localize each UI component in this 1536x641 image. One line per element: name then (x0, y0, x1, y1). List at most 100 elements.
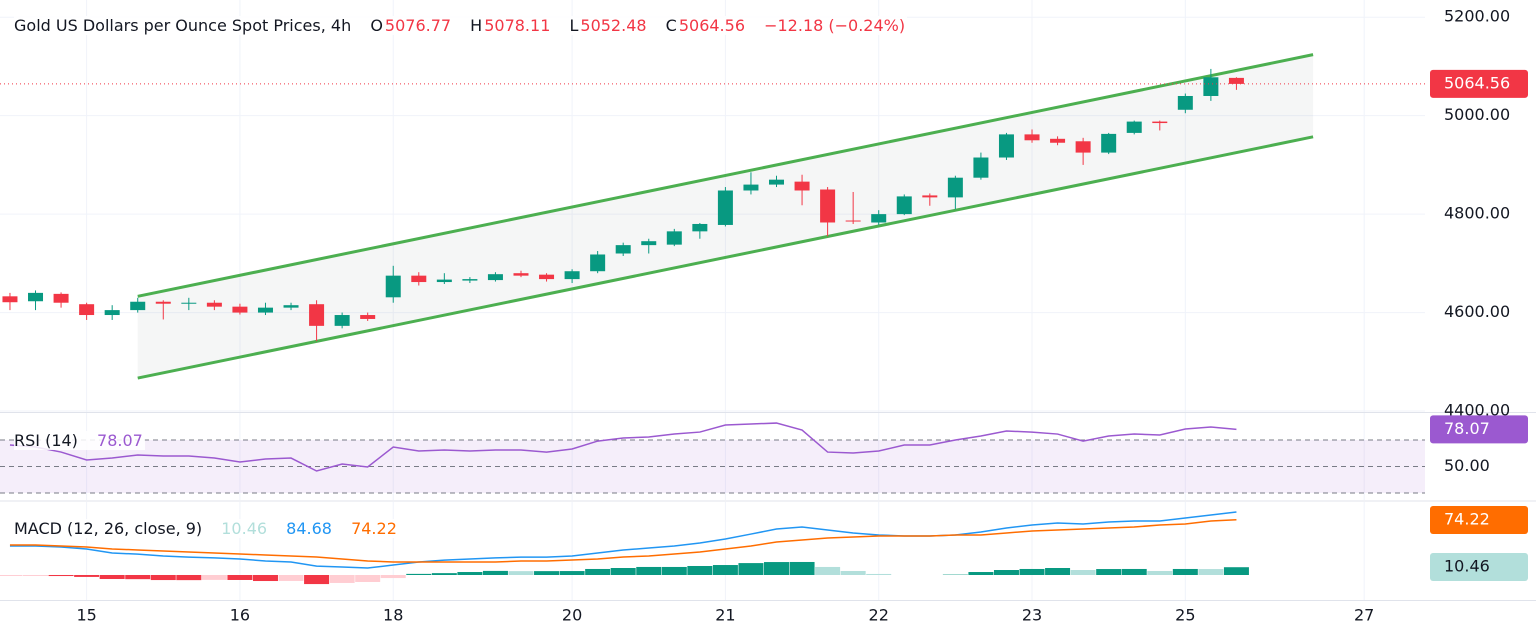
histogram-bar (457, 572, 483, 575)
change: −12.18 (−0.24%) (764, 16, 906, 35)
candle-body (590, 254, 606, 272)
candle-body (1177, 95, 1193, 110)
macd-title: MACD (12, 26, close, 9) (14, 519, 203, 538)
histogram-bar (176, 574, 202, 581)
histogram-bar (993, 570, 1019, 575)
candle-body (1126, 121, 1142, 133)
candle-body (130, 301, 146, 311)
x-tick-label: 15 (76, 606, 96, 625)
candle-body (257, 307, 273, 313)
candle-body (769, 179, 785, 185)
ohlc-letter: C (665, 16, 677, 35)
candle-body (487, 274, 503, 281)
histogram-bar (1096, 569, 1122, 575)
candle-body (181, 302, 197, 304)
y-tick-label: 4600.00 (1444, 302, 1510, 321)
hist-value-box (1430, 553, 1528, 581)
candle-body (1075, 141, 1091, 153)
histogram-bar (406, 573, 432, 575)
histogram-bar (687, 565, 713, 575)
macd-line (9, 511, 1237, 569)
hist-value: 10.46 (221, 519, 268, 538)
candle-body (947, 177, 963, 198)
histogram-bar (1045, 568, 1071, 575)
x-tick-label: 18 (383, 606, 403, 625)
candle-body (155, 301, 171, 304)
histogram-bar (661, 566, 687, 575)
histogram-bar (329, 574, 355, 583)
candle-body (666, 231, 682, 245)
y-tick-label: 4800.00 (1444, 204, 1510, 223)
candle-body (462, 279, 478, 281)
candle-body (513, 273, 529, 276)
y-tick-label: 4400.00 (1444, 401, 1510, 420)
histogram-bar (431, 573, 457, 575)
x-tick-label: 25 (1175, 606, 1195, 625)
candle-body (973, 157, 989, 178)
ohlc-value: 5064.56 (678, 16, 745, 35)
histogram-bar (252, 574, 278, 582)
histogram-bar (1172, 568, 1198, 575)
candle-body (206, 302, 222, 307)
candle-body (53, 293, 69, 303)
hist-value-label: 10.46 (1444, 557, 1490, 576)
ohlc-letter: O (370, 16, 383, 35)
histogram-bar (99, 574, 125, 580)
histogram-bar (74, 574, 100, 577)
histogram-bar (815, 566, 841, 575)
ohlc-letter: L (569, 16, 579, 35)
histogram-bar (764, 562, 790, 575)
macd-value: 84.68 (286, 519, 332, 538)
histogram-bar (125, 574, 151, 580)
histogram-bar (968, 572, 994, 575)
macd-legend: MACD (12, 26, close, 9) 10.46 84.68 74.2… (14, 519, 399, 538)
last-price-box (1430, 69, 1528, 98)
candle-body (104, 310, 120, 316)
histogram-bar (840, 570, 866, 575)
candle-body (1050, 138, 1066, 143)
candle-body (998, 134, 1014, 158)
histogram-bar (201, 574, 227, 580)
candle-body (1024, 134, 1040, 141)
candle-body (232, 306, 248, 313)
candle-body (1152, 121, 1168, 124)
histogram-bar (1019, 568, 1045, 575)
ohlc-letter: H (470, 16, 483, 35)
candle-body (922, 195, 938, 198)
x-tick-label: 20 (562, 606, 582, 625)
x-tick-label: 21 (715, 606, 735, 625)
histogram-bar (278, 574, 304, 581)
x-tick-label: 22 (869, 606, 889, 625)
histogram-bar (23, 574, 49, 576)
candle-body (743, 184, 759, 191)
y-tick-label: 5200.00 (1444, 7, 1510, 26)
candle-body (820, 189, 836, 223)
candle-body (309, 304, 325, 326)
candle-body (334, 315, 350, 326)
x-tick-label: 16 (230, 606, 250, 625)
y-tick-label: 5000.00 (1444, 105, 1510, 124)
signal-value-box (1430, 506, 1528, 534)
candle-body (564, 271, 580, 280)
candle-body (79, 304, 95, 316)
histogram-bar (866, 573, 892, 575)
histogram-bar (355, 574, 381, 582)
histogram-bar (48, 574, 74, 577)
candle-body (436, 279, 452, 283)
rsi-value: 78.07 (97, 431, 143, 450)
candle-body (794, 181, 810, 191)
signal-value: 74.22 (351, 519, 397, 538)
candle-body (615, 245, 631, 254)
signal-line (9, 519, 1237, 563)
rsi-line (9, 422, 1237, 472)
candle-body (641, 241, 657, 246)
histogram-bar (482, 570, 508, 575)
candle-body (1228, 77, 1244, 84)
candle-body (896, 196, 912, 215)
ohlc-value: 5078.11 (484, 16, 551, 35)
ohlc-value: 5076.77 (384, 16, 452, 35)
histogram-bar (789, 561, 815, 575)
chart-title: Gold US Dollars per Ounce Spot Prices, 4… (14, 16, 352, 35)
